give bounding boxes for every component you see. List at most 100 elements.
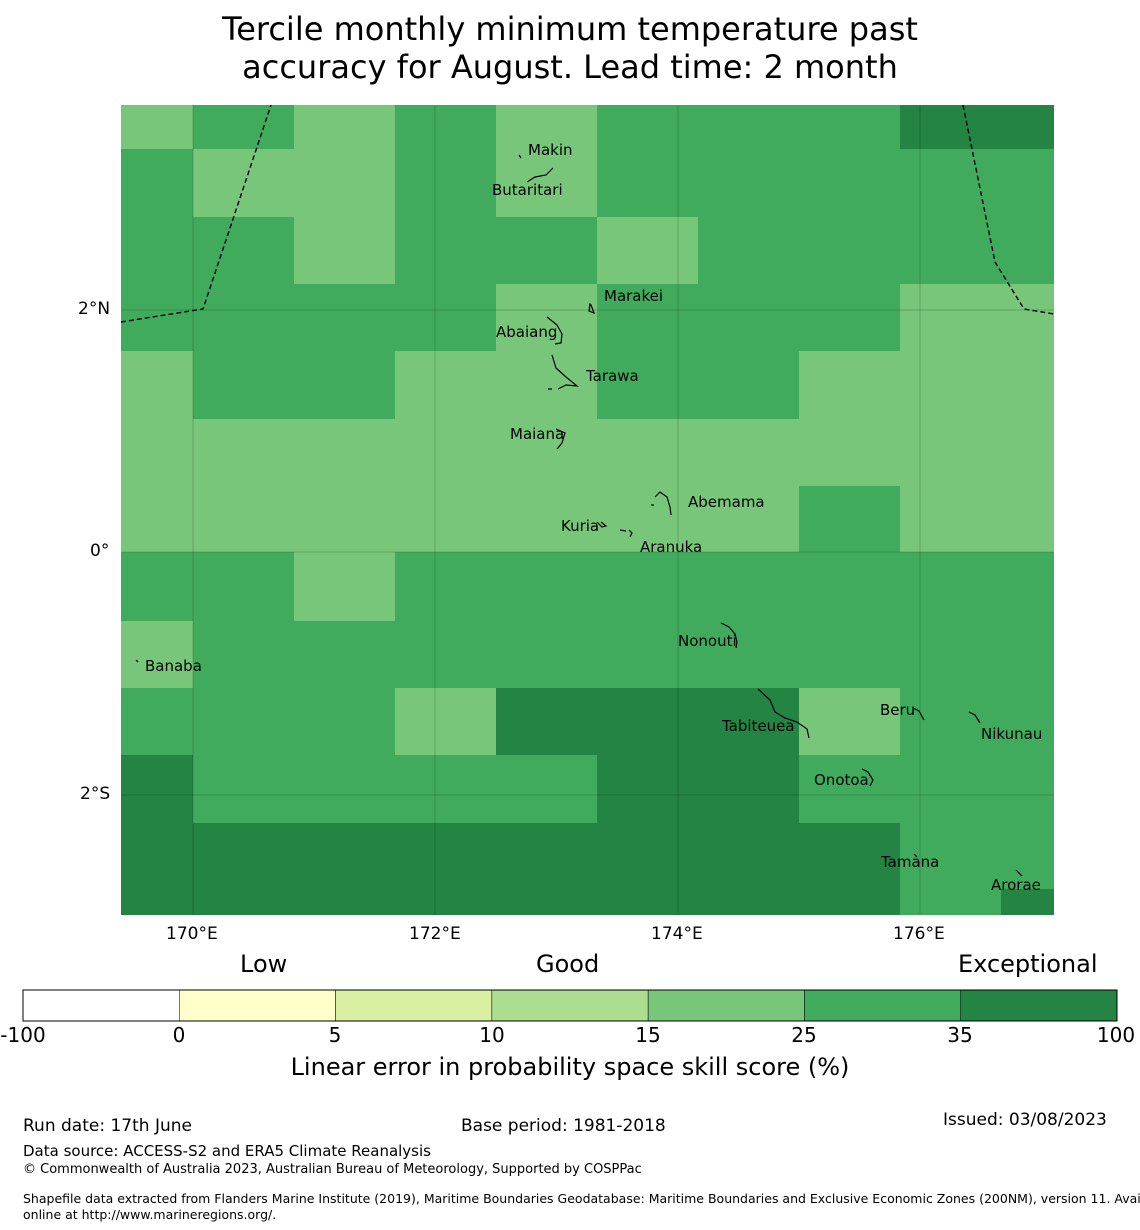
skill-grid-cell: [121, 419, 193, 486]
skill-grid-cell: [799, 149, 900, 217]
skill-grid-cell: [395, 149, 496, 217]
skill-grid-cell: [900, 351, 1001, 419]
skill-grid-cell: [496, 823, 597, 889]
skill-grid-cell: [395, 755, 496, 823]
island-beru: [912, 707, 925, 721]
skill-grid-cell: [496, 755, 597, 823]
skill-grid-cell: [121, 552, 193, 621]
skill-grid-cell: [597, 217, 698, 284]
place-label-maiana: Maiana: [510, 425, 564, 443]
place-label-nonouti: Nonouti: [678, 632, 737, 650]
colorbar-tick: -100: [0, 1023, 46, 1047]
island-aranuka: [619, 529, 633, 538]
place-label-onotoa: Onotoa: [814, 771, 869, 789]
skill-grid-cell: [698, 149, 799, 217]
skill-grid-cell: [496, 688, 597, 755]
eez-boundaries: [120, 104, 1055, 323]
skill-grid-cell: [1001, 284, 1054, 351]
colorbar-bin: [960, 989, 1118, 1022]
skill-grid-cell: [698, 419, 799, 486]
colorbar-bin: [804, 989, 961, 1022]
skill-grid-cell: [193, 621, 294, 688]
skill-grid-cell: [597, 552, 698, 621]
island-maiana: [555, 428, 566, 450]
skill-grid-cell: [294, 149, 395, 217]
skill-grid-cell: [900, 621, 1001, 688]
lat-label-0: 0°: [90, 541, 110, 561]
skill-grid-cell: [395, 621, 496, 688]
place-label-butaritari: Butaritari: [492, 181, 563, 199]
skill-grid-cell: [900, 105, 1001, 149]
skill-grid-cell: [1001, 105, 1054, 149]
skill-grid-cell: [1001, 351, 1054, 419]
island-banaba: [135, 659, 139, 663]
skill-grid-cell: [1001, 217, 1054, 284]
skill-grid-cell: [900, 217, 1001, 284]
skill-grid-cell: [799, 105, 900, 149]
island-arorae: [1015, 869, 1023, 877]
skill-grid-cell: [294, 284, 395, 351]
skill-grid-cell: [496, 486, 597, 552]
place-label-banaba: Banaba: [145, 657, 202, 675]
skill-grid-cell: [395, 823, 496, 889]
eez-boundary-west: [120, 104, 272, 323]
place-label-marakei: Marakei: [604, 287, 663, 305]
skill-grid-cell: [121, 217, 193, 284]
skill-grid-cell: [121, 823, 193, 889]
island-tarawa: [551, 354, 579, 390]
skill-grid-cell: [294, 419, 395, 486]
colorbar-tick: 15: [635, 1023, 661, 1047]
place-label-nikunau: Nikunau: [981, 725, 1042, 743]
skill-grid-cell: [597, 105, 698, 149]
chart-title: Tercile monthly minimum temperature past…: [0, 10, 1140, 86]
skill-grid-cell: [121, 755, 193, 823]
skill-grid-cell: [698, 105, 799, 149]
place-label-kuria: Kuria: [561, 517, 599, 535]
place-label-makin: Makin: [528, 141, 573, 159]
skill-grid-cell: [1001, 823, 1054, 889]
category-low: Low: [240, 950, 288, 978]
skill-grid-cell: [698, 351, 799, 419]
category-good: Good: [536, 950, 600, 978]
skill-grid-cell: [395, 284, 496, 351]
skill-grid-cell: [193, 419, 294, 486]
skill-grid-cell: [1001, 621, 1054, 688]
skill-grid-cell: [900, 284, 1001, 351]
skill-grid-cell: [395, 105, 496, 149]
skill-grid-cell: [395, 552, 496, 621]
skill-grid-cell: [597, 755, 698, 823]
skill-grid-cell: [496, 552, 597, 621]
island-abaiang: [546, 316, 563, 345]
skill-grid-cell: [1001, 889, 1054, 915]
skill-grid-cell: [496, 217, 597, 284]
skill-grid-cell: [193, 552, 294, 621]
colorbar-tick: 25: [791, 1023, 817, 1047]
skill-grid-cell: [395, 688, 496, 755]
skill-grid-cell: [121, 889, 193, 915]
island-nikunau: [968, 711, 981, 724]
place-label-abemama: Abemama: [688, 493, 765, 511]
lon-label-176E: 176°E: [893, 924, 945, 944]
skill-grid-cell: [121, 688, 193, 755]
island-onotoa: [861, 768, 874, 787]
skill-grid-cell: [799, 755, 900, 823]
title-line-1: Tercile monthly minimum temperature past: [222, 10, 918, 48]
skill-grid-cell: [1001, 486, 1054, 552]
skill-grid-cell: [294, 552, 395, 621]
colorbar-tick: 10: [479, 1023, 505, 1047]
skill-grid-cell: [496, 621, 597, 688]
skill-grid-cell: [294, 755, 395, 823]
skill-grid-cell: [1001, 419, 1054, 486]
base-period: Base period: 1981-2018: [461, 1116, 666, 1136]
skill-grid-cell: [121, 105, 193, 149]
skill-grid-cell: [294, 351, 395, 419]
skill-grid-cell: [597, 688, 698, 755]
skill-grid-cell: [799, 889, 900, 915]
skill-grid-cell: [900, 486, 1001, 552]
skill-grid-cell: [496, 889, 597, 915]
skill-grid-cell: [496, 351, 597, 419]
skill-grid-cell: [193, 351, 294, 419]
colorbar-tick: 35: [947, 1023, 973, 1047]
skill-grid-cell: [900, 552, 1001, 621]
